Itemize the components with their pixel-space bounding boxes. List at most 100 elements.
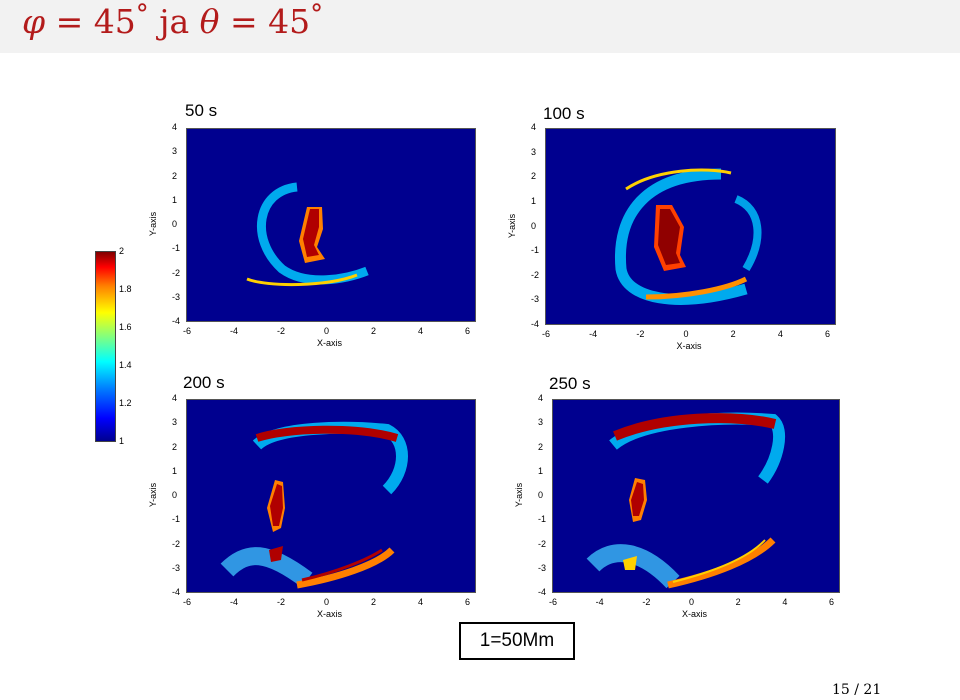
heatmap-plot — [186, 128, 476, 322]
title-deg1: ° — [135, 0, 149, 30]
y-axis-label: Y-axis — [148, 211, 159, 237]
x-tick-label: -2 — [277, 326, 286, 336]
x-axis-label: X-axis — [676, 341, 702, 351]
heatmap-plot — [552, 399, 840, 593]
y-tick-label: -2 — [172, 538, 181, 549]
heatmap-shapes — [614, 168, 762, 305]
y-tick-label: -4 — [172, 587, 181, 597]
y-tick-label: 1 — [172, 465, 178, 476]
y-tick-label: 0 — [172, 490, 178, 500]
title-eq2: = 45 — [219, 2, 311, 41]
panel-title: 250 s — [549, 374, 591, 393]
x-tick-label: -6 — [549, 597, 558, 607]
x-tick-label: 6 — [465, 326, 471, 336]
x-tick-label: 0 — [689, 597, 695, 607]
x-tick-label: -2 — [277, 597, 286, 607]
y-tick-label: -3 — [531, 294, 540, 305]
x-tick-label: -2 — [636, 329, 645, 339]
colorbar-tick: 2 — [119, 246, 125, 256]
y-axis-label: Y-axis — [514, 482, 525, 508]
x-tick-label: 4 — [782, 597, 788, 607]
y-tick-label: 3 — [172, 146, 178, 157]
y-tick-label: 1 — [531, 195, 537, 206]
x-tick-label: -6 — [542, 329, 551, 339]
y-tick-label: -4 — [172, 316, 181, 326]
x-tick-label: 4 — [777, 329, 783, 339]
y-tick-label: 4 — [538, 393, 544, 403]
x-tick-label: 2 — [735, 597, 741, 607]
panel-title: 200 s — [183, 373, 225, 392]
heatmap-shapes — [220, 421, 408, 589]
title-eq1: = 45 — [45, 2, 136, 41]
colorbar-tick: 1.6 — [119, 322, 132, 332]
title-deg2: ° — [310, 0, 324, 30]
x-tick-label: 2 — [730, 329, 736, 339]
title-ja: ja — [148, 2, 200, 41]
x-tick-label: -6 — [183, 326, 192, 336]
x-tick-label: -4 — [230, 326, 239, 336]
title-theta: θ — [199, 2, 220, 41]
y-tick-label: 3 — [172, 417, 178, 428]
y-tick-label: 4 — [172, 122, 178, 132]
y-tick-label: 0 — [538, 490, 544, 500]
y-tick-label: -1 — [538, 514, 547, 525]
y-tick-label: 1 — [172, 194, 178, 205]
x-axis-label: X-axis — [317, 609, 343, 619]
colorbar-tick: 1 — [119, 436, 125, 446]
scale-label: 1=50Mm — [459, 622, 575, 660]
y-tick-label: 4 — [172, 393, 178, 403]
y-tick-label: -4 — [538, 587, 547, 597]
y-tick-label: 1 — [538, 465, 544, 476]
heatmap-plot — [186, 399, 476, 593]
y-tick-label: 2 — [172, 441, 178, 452]
heatmap-plot — [545, 128, 836, 325]
x-tick-label: 0 — [324, 597, 330, 607]
y-tick-label: -3 — [172, 562, 181, 573]
colorbar — [95, 251, 116, 442]
slide-title-bar: φ = 45° ja θ = 45° — [0, 0, 960, 53]
x-tick-label: 0 — [683, 329, 689, 339]
x-tick-label: 4 — [418, 597, 424, 607]
x-tick-label: -6 — [183, 597, 192, 607]
x-tick-label: 2 — [371, 597, 377, 607]
y-tick-label: -2 — [531, 269, 540, 280]
x-axis-label: X-axis — [317, 338, 343, 348]
y-tick-label: -3 — [538, 562, 547, 573]
x-tick-label: -4 — [589, 329, 598, 339]
y-tick-label: -2 — [538, 538, 547, 549]
y-tick-label: 3 — [531, 146, 537, 157]
colorbar-tick: 1.2 — [119, 398, 132, 408]
slide-title: φ = 45° ja θ = 45° — [22, 0, 324, 41]
y-tick-label: -3 — [172, 291, 181, 302]
y-axis-label: Y-axis — [507, 213, 518, 238]
y-tick-label: 4 — [531, 122, 537, 132]
x-tick-label: -4 — [230, 597, 239, 607]
colorbar-tick: 1.4 — [119, 360, 132, 370]
colorbar-tick: 1.8 — [119, 284, 132, 294]
x-tick-label: -4 — [595, 597, 604, 607]
panel-title: 50 s — [185, 101, 218, 120]
title-phi: φ — [22, 2, 46, 41]
x-tick-label: 4 — [418, 326, 424, 336]
y-tick-label: -1 — [172, 514, 181, 525]
y-tick-label: 2 — [172, 170, 178, 181]
x-tick-label: 6 — [465, 597, 471, 607]
y-tick-label: -1 — [172, 243, 181, 254]
panel-title: 100 s — [543, 104, 585, 123]
y-tick-label: -4 — [531, 319, 540, 329]
y-tick-label: -1 — [531, 245, 540, 256]
y-tick-label: 2 — [531, 171, 537, 182]
x-tick-label: 0 — [324, 326, 330, 336]
y-tick-label: -2 — [172, 267, 181, 278]
y-axis-label: Y-axis — [148, 482, 159, 508]
y-tick-label: 3 — [538, 417, 544, 428]
heatmap-shapes — [586, 412, 786, 589]
y-tick-label: 0 — [172, 219, 178, 229]
x-tick-label: 6 — [829, 597, 835, 607]
page-number: 15 / 21 — [832, 682, 882, 698]
heatmap-shapes — [246, 182, 369, 287]
x-tick-label: 6 — [825, 329, 831, 339]
y-tick-label: 0 — [531, 220, 537, 231]
x-tick-label: 2 — [371, 326, 377, 336]
y-tick-label: 2 — [538, 441, 544, 452]
